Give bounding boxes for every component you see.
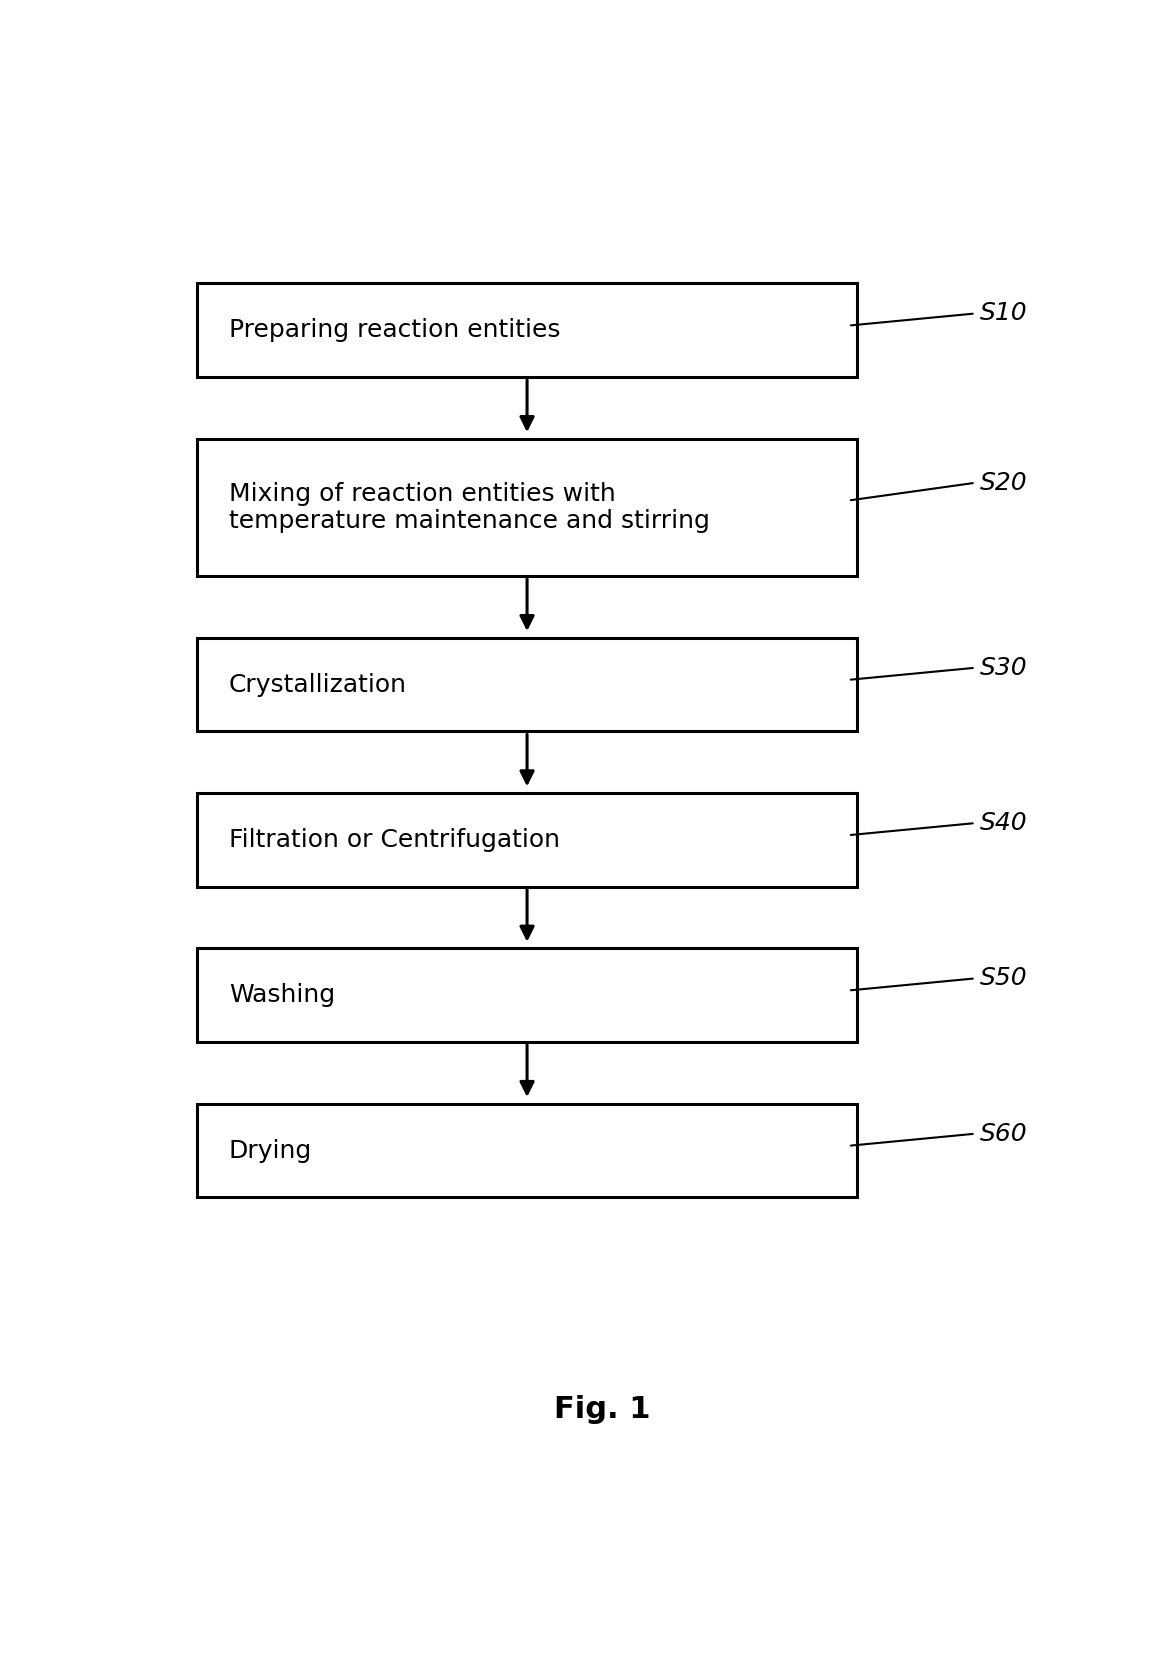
Text: S60: S60 (980, 1122, 1028, 1145)
Bar (197, 793, 858, 887)
Bar (197, 438, 858, 577)
Text: S30: S30 (980, 655, 1028, 680)
Text: S50: S50 (980, 967, 1028, 990)
Text: Preparing reaction entities: Preparing reaction entities (229, 318, 560, 342)
Text: Drying: Drying (229, 1139, 313, 1162)
Text: Crystallization: Crystallization (229, 672, 407, 697)
Text: S10: S10 (980, 302, 1028, 325)
Text: Mixing of reaction entities with
temperature maintenance and stirring: Mixing of reaction entities with tempera… (229, 482, 710, 533)
Bar (197, 949, 858, 1042)
Text: S40: S40 (980, 812, 1028, 835)
Bar (197, 283, 858, 377)
Bar (197, 1104, 858, 1197)
Text: Fig. 1: Fig. 1 (553, 1395, 651, 1424)
Bar (197, 638, 858, 732)
Text: Filtration or Centrifugation: Filtration or Centrifugation (229, 828, 559, 852)
Text: Washing: Washing (229, 984, 335, 1007)
Text: S20: S20 (980, 470, 1028, 495)
